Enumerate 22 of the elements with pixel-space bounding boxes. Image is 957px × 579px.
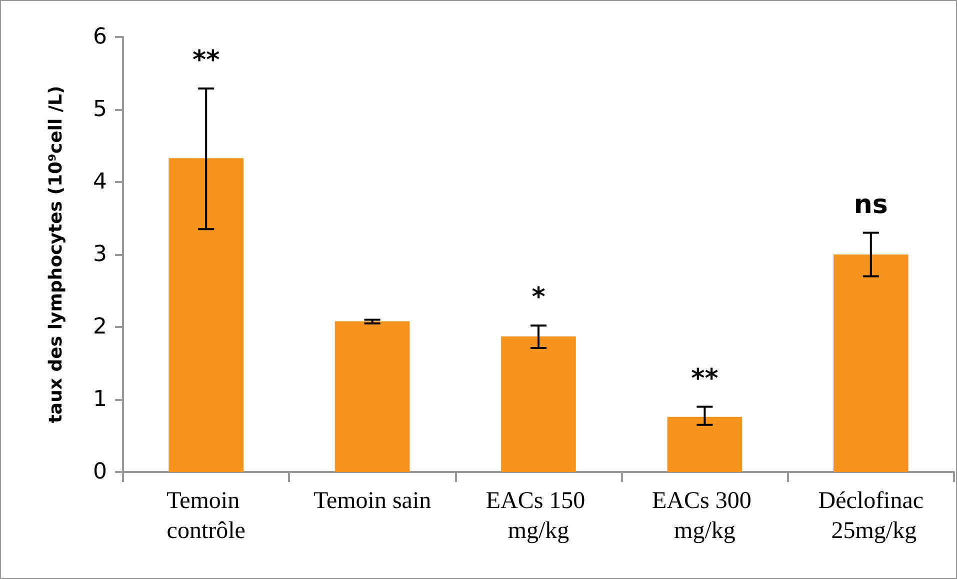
y-tick-label: 3: [93, 242, 107, 267]
bar: [667, 416, 742, 472]
data-label: **: [691, 364, 719, 394]
x-tick-label: Temoin contrôle: [166, 488, 246, 544]
bar: [834, 254, 908, 472]
x-tick-label: EACs 300 mg/kg: [652, 488, 758, 544]
bar: [334, 321, 410, 472]
bar: [168, 158, 244, 472]
y-tick-label: 1: [93, 387, 107, 412]
x-tick-label: Temoin sain: [313, 488, 432, 514]
y-tick-label: 0: [93, 460, 107, 484]
x-tick-label: Déclofinac 25mg/kg: [818, 488, 924, 544]
y-tick-label: 5: [93, 97, 107, 122]
x-tick-label: EACs 150 mg/kg: [486, 488, 592, 544]
y-axis-title: taux des lymphocytes (10⁹cell /L): [46, 86, 66, 424]
data-label: **: [192, 45, 220, 76]
bar: [501, 336, 576, 472]
y-tick-label: 4: [93, 170, 107, 194]
y-tick-label: 6: [93, 24, 107, 50]
data-label: *: [532, 282, 546, 313]
y-tick-label: 2: [93, 314, 107, 340]
data-label: ns: [854, 190, 888, 220]
